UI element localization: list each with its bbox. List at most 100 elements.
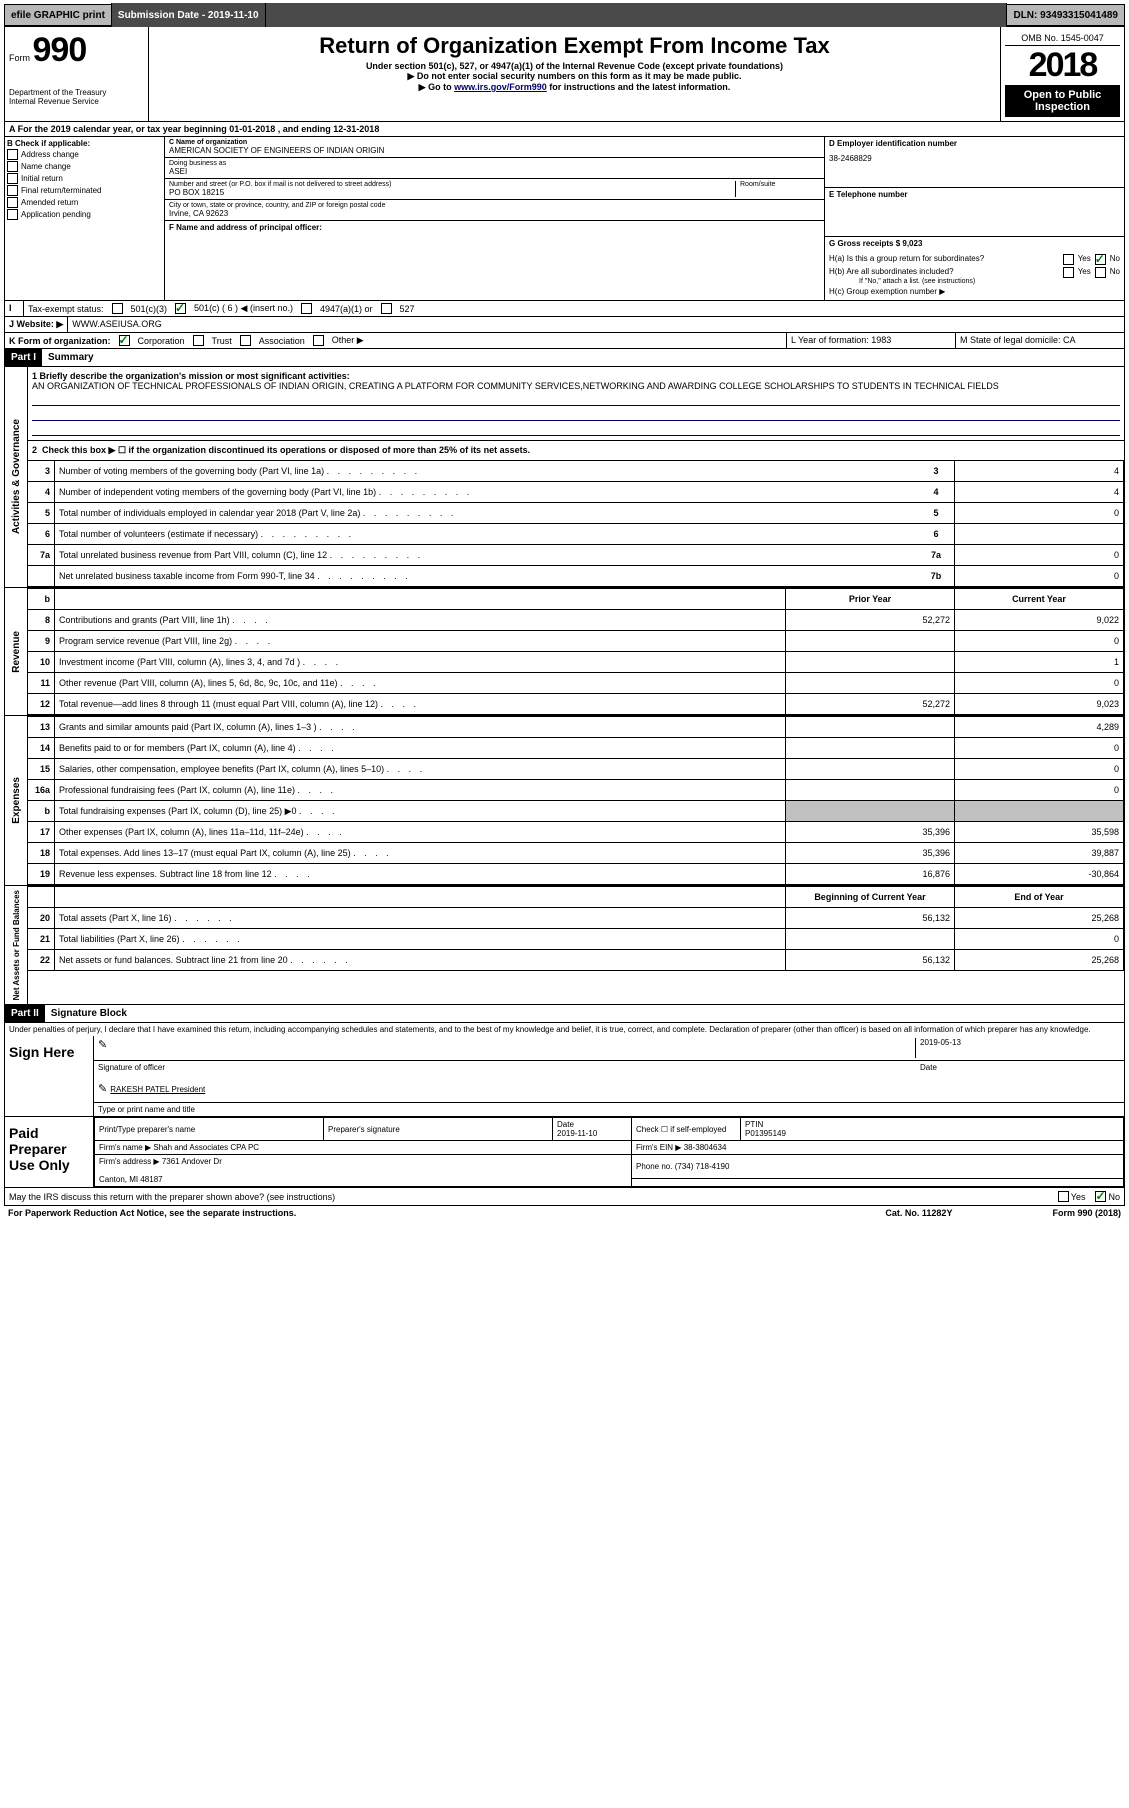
tax-year: 2018 — [1005, 46, 1120, 85]
part2-header: Part II — [5, 1005, 45, 1022]
hb-no[interactable] — [1095, 267, 1106, 278]
discuss-yes[interactable] — [1058, 1191, 1069, 1202]
org-name: AMERICAN SOCIETY OF ENGINEERS OF INDIAN … — [169, 146, 820, 155]
sig-officer-label: Signature of officer — [98, 1063, 920, 1072]
sig-date: 2019-05-13 — [915, 1038, 1120, 1058]
addr-label: Number and street (or P.O. box if mail i… — [169, 181, 735, 188]
mission-text: AN ORGANIZATION OF TECHNICAL PROFESSIONA… — [32, 381, 1120, 391]
dba-label: Doing business as — [169, 160, 820, 167]
officer-label: F Name and address of principal officer: — [169, 223, 820, 232]
page-footer: For Paperwork Reduction Act Notice, see … — [4, 1206, 1125, 1220]
vlab-rev: Revenue — [9, 627, 24, 677]
cb-527[interactable] — [381, 303, 392, 314]
submission-date: Submission Date - 2019-11-10 — [112, 3, 266, 27]
ha-label: H(a) Is this a group return for subordin… — [829, 254, 1059, 263]
preparer-table: Print/Type preparer's name Preparer's si… — [94, 1117, 1124, 1187]
efile-label[interactable]: efile GRAPHIC print — [5, 3, 112, 27]
city-label: City or town, state or province, country… — [169, 202, 820, 209]
cb-name-change[interactable] — [7, 161, 18, 172]
form-header: Form 990 Department of the Treasury Inte… — [4, 26, 1125, 122]
cb-corp[interactable] — [119, 335, 130, 346]
irs-link[interactable]: www.irs.gov/Form990 — [454, 82, 547, 92]
form-number-box: Form 990 Department of the Treasury Inte… — [5, 27, 149, 121]
checkboxes-b: B Check if applicable: Address change Na… — [5, 137, 165, 300]
declaration: Under penalties of perjury, I declare th… — [5, 1023, 1124, 1036]
c-name-label: C Name of organization — [169, 139, 820, 146]
dln: DLN: 93493315041489 — [1007, 3, 1124, 27]
prep-sig: Preparer's signature — [324, 1118, 553, 1141]
signature-block: Under penalties of perjury, I declare th… — [4, 1023, 1125, 1206]
org-info: C Name of organization AMERICAN SOCIETY … — [165, 137, 824, 300]
firm-name: Shah and Associates CPA PC — [153, 1143, 259, 1152]
vlab-exp: Expenses — [9, 773, 24, 828]
firm-ein: 38-3804634 — [684, 1143, 727, 1152]
part1-header: Part I — [5, 349, 42, 366]
discuss-label: May the IRS discuss this return with the… — [9, 1192, 1058, 1202]
line1-label: 1 Briefly describe the organization's mi… — [32, 371, 1120, 381]
firm-addr2: Canton, MI 48187 — [99, 1175, 163, 1184]
dba: ASEI — [169, 167, 820, 176]
cb-501c3[interactable] — [112, 303, 123, 314]
ein-label: D Employer identification number — [829, 139, 1120, 148]
tax-exempt-label: Tax-exempt status: — [28, 304, 104, 314]
form-990: 990 — [33, 31, 87, 69]
cb-initial-return[interactable] — [7, 173, 18, 184]
cb-4947[interactable] — [301, 303, 312, 314]
note-ssn: ▶ Do not enter social security numbers o… — [153, 71, 996, 82]
b-label: B Check if applicable: — [7, 139, 162, 148]
j-label: J Website: ▶ — [5, 317, 68, 332]
spacer — [266, 3, 1008, 27]
ptin: P01395149 — [745, 1129, 786, 1138]
pra-notice: For Paperwork Reduction Act Notice, see … — [8, 1208, 885, 1218]
main-title: Return of Organization Exempt From Incom… — [153, 33, 996, 59]
revenue-lines: bPrior YearCurrent Year8Contributions an… — [28, 588, 1124, 715]
form-ref: Form 990 (2018) — [1052, 1208, 1121, 1218]
cb-address-change[interactable] — [7, 149, 18, 160]
officer-name: RAKESH PATEL President — [110, 1085, 205, 1094]
ein: 38-2468829 — [829, 154, 1120, 163]
governance-block: Activities & Governance 1 Briefly descri… — [4, 367, 1125, 588]
firm-phone: (734) 718-4190 — [675, 1162, 730, 1171]
check-self: Check ☐ if self-employed — [632, 1118, 741, 1141]
hc-label: H(c) Group exemption number ▶ — [829, 287, 1120, 296]
net-lines: Beginning of Current YearEnd of Year20To… — [28, 886, 1124, 971]
firm-addr1: 7361 Andover Dr — [162, 1157, 222, 1166]
revenue-block: Revenue bPrior YearCurrent Year8Contribu… — [4, 588, 1125, 716]
cb-501c[interactable] — [175, 303, 186, 314]
expenses-block: Expenses 13Grants and similar amounts pa… — [4, 716, 1125, 886]
room-label: Room/suite — [735, 181, 820, 197]
open-inspection: Open to Public Inspection — [1005, 85, 1120, 117]
hb-yes[interactable] — [1063, 267, 1074, 278]
title-area: Return of Organization Exempt From Incom… — [149, 27, 1001, 121]
note-link: ▶ Go to www.irs.gov/Form990 for instruct… — [153, 82, 996, 93]
year-box: OMB No. 1545-0047 2018 Open to Public In… — [1001, 27, 1124, 121]
ha-yes[interactable] — [1063, 254, 1074, 265]
right-info: D Employer identification number 38-2468… — [824, 137, 1124, 300]
irs-label: Internal Revenue Service — [9, 97, 144, 106]
m-state: M State of legal domicile: CA — [956, 333, 1124, 348]
top-bar: efile GRAPHIC print Submission Date - 20… — [4, 4, 1125, 26]
l-year: L Year of formation: 1983 — [787, 333, 956, 348]
part1-header-row: Part I Summary — [4, 349, 1125, 367]
addr: PO BOX 18215 — [169, 188, 735, 197]
cb-amended[interactable] — [7, 197, 18, 208]
expense-lines: 13Grants and similar amounts paid (Part … — [28, 716, 1124, 885]
cb-trust[interactable] — [193, 335, 204, 346]
hb-label: H(b) Are all subordinates included? — [829, 267, 1059, 276]
cb-final-return[interactable] — [7, 185, 18, 196]
subtitle: Under section 501(c), 527, or 4947(a)(1)… — [153, 61, 996, 71]
cb-assoc[interactable] — [240, 335, 251, 346]
cb-pending[interactable] — [7, 209, 18, 220]
type-name-label: Type or print name and title — [94, 1103, 1124, 1116]
part2-header-row: Part II Signature Block — [4, 1005, 1125, 1023]
hb-note: If "No," attach a list. (see instruction… — [859, 278, 1120, 285]
ha-no[interactable] — [1095, 254, 1106, 265]
discuss-no[interactable] — [1095, 1191, 1106, 1202]
governance-lines: 3Number of voting members of the governi… — [28, 460, 1124, 587]
sign-here: Sign Here — [5, 1036, 94, 1116]
net-block: Net Assets or Fund Balances Beginning of… — [4, 886, 1125, 1005]
part1-title: Summary — [42, 349, 100, 366]
cb-other[interactable] — [313, 335, 324, 346]
dept-treasury: Department of the Treasury — [9, 88, 144, 97]
date-label: Date — [920, 1063, 1120, 1072]
